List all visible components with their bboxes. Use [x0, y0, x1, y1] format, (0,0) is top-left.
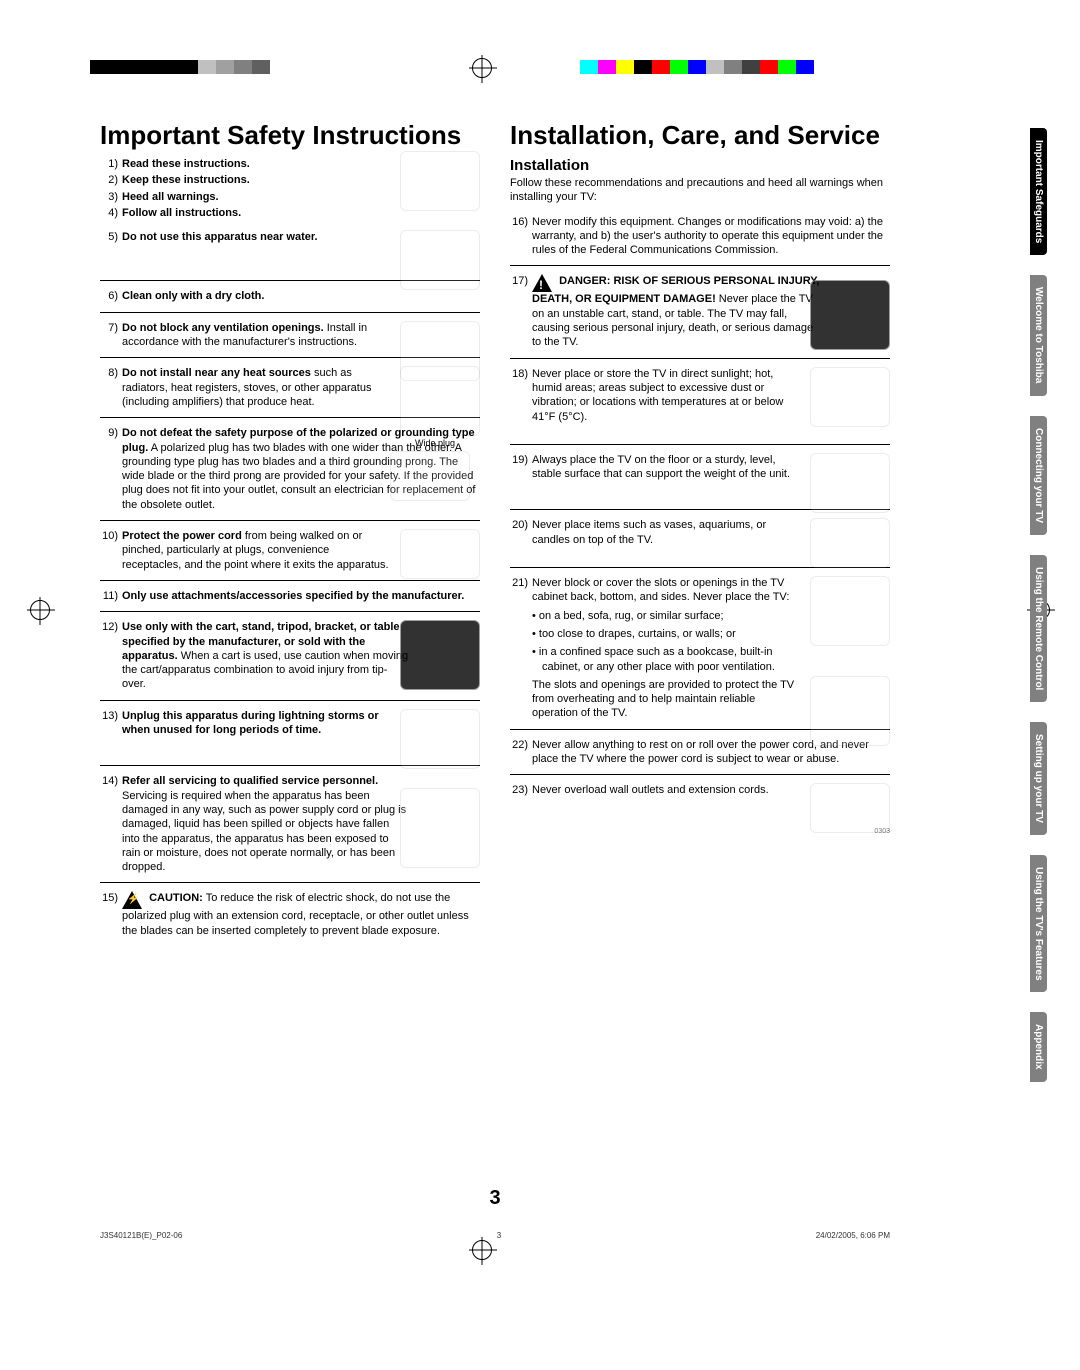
- warning-icon: [532, 274, 552, 292]
- tab-remote[interactable]: Using the Remote Control: [1030, 555, 1047, 702]
- illustration-service: [400, 788, 480, 868]
- tab-setting[interactable]: Setting up your TV: [1030, 722, 1047, 835]
- left-column: Important Safety Instructions 1)Read the…: [100, 120, 480, 942]
- illustration-block2: [810, 676, 890, 746]
- footer-meta: J3S40121B(E)_P02-06 3 24/02/2005, 6:06 P…: [100, 1231, 890, 1240]
- tab-welcome[interactable]: Welcome to Toshiba: [1030, 275, 1047, 395]
- illustration-danger: [810, 280, 890, 350]
- illustration-plug: [390, 451, 470, 501]
- calibration-bar-left: [90, 60, 300, 74]
- illustration-floor: [810, 453, 890, 513]
- section-tabs: Important Safeguards Welcome to Toshiba …: [1030, 128, 1056, 1102]
- illustration-outlet: [810, 783, 890, 833]
- illustration-lightning: [400, 709, 480, 769]
- footer-page: 3: [497, 1231, 501, 1240]
- footer-timestamp: 24/02/2005, 6:06 PM: [816, 1231, 890, 1240]
- right-column: Installation, Care, and Service Installa…: [510, 120, 890, 942]
- tab-features[interactable]: Using the TV's Features: [1030, 855, 1047, 993]
- illustration-cart: [400, 620, 480, 690]
- tab-appendix[interactable]: Appendix: [1030, 1012, 1047, 1082]
- registration-mark: [472, 1240, 492, 1260]
- calibration-bar-right: [580, 60, 860, 74]
- footer-doc-id: J3S40121B(E)_P02-06: [100, 1231, 182, 1240]
- intro-text: Follow these recommendations and precaut…: [510, 176, 890, 205]
- heading-installation: Installation, Care, and Service: [510, 120, 890, 151]
- heading-safety: Important Safety Instructions: [100, 120, 480, 151]
- registration-mark: [472, 58, 492, 78]
- illustration-sunlight: [810, 367, 890, 427]
- registration-mark: [30, 600, 50, 620]
- illustration-block1: [810, 576, 890, 646]
- tab-connecting[interactable]: Connecting your TV: [1030, 416, 1047, 535]
- shock-icon: [122, 891, 142, 909]
- illustration-vase: [810, 518, 890, 568]
- illustration-cord: [400, 529, 480, 579]
- tab-safeguards[interactable]: Important Safeguards: [1030, 128, 1047, 255]
- page-number: 3: [100, 1187, 890, 1210]
- illustration-water: [400, 230, 480, 290]
- illustration-reading: [400, 151, 480, 211]
- subheading-installation: Installation: [510, 157, 890, 174]
